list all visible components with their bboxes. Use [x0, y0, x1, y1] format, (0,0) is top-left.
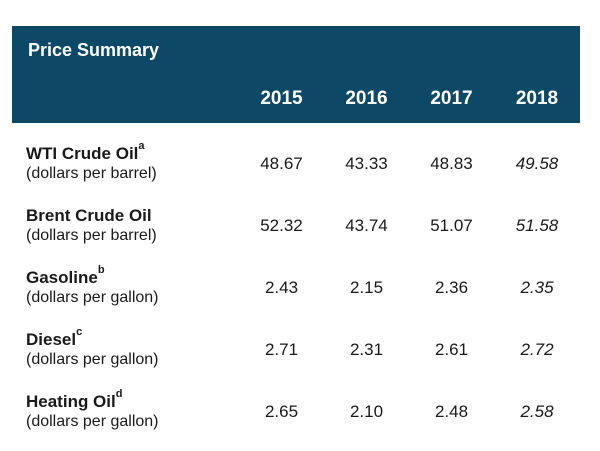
- table-body: WTI Crude Oila (dollars per barrel) 48.6…: [12, 123, 580, 443]
- forecast-value-cell: 2.58: [520, 402, 554, 421]
- row-unit: (dollars per gallon): [26, 351, 159, 368]
- value-cell: 2.36: [434, 278, 469, 297]
- row-name: Brent Crude Oil: [26, 206, 152, 225]
- value-cell: 52.32: [260, 216, 303, 235]
- row-unit: (dollars per gallon): [26, 413, 159, 430]
- forecast-value-cell: 51.58: [515, 216, 559, 235]
- row-label: Dieselc (dollars per gallon): [12, 326, 239, 370]
- value-cell: 43.74: [345, 216, 388, 235]
- row-name: Dieselc: [26, 326, 83, 349]
- value-cell: 2.65: [264, 402, 299, 421]
- value-cell: 43.33: [345, 154, 388, 173]
- table-title-bar: Price Summary: [12, 26, 580, 74]
- value-cell: 2.71: [264, 340, 299, 359]
- table-row-diesel: Dieselc (dollars per gallon) 2.71 2.31 2…: [12, 319, 580, 381]
- year-header-2016: 2016: [345, 88, 388, 109]
- table-title: Price Summary: [28, 39, 160, 60]
- table-row-heating-oil: Heating Oild (dollars per gallon) 2.65 2…: [12, 381, 580, 443]
- row-name: Gasolineb: [26, 264, 105, 287]
- value-cell: 48.67: [260, 154, 303, 173]
- year-header-row: 2015 2016 2017 2018: [12, 74, 580, 123]
- forecast-value-cell: 2.35: [520, 278, 554, 297]
- table-row-gasoline: Gasolineb (dollars per gallon) 2.43 2.15…: [12, 257, 580, 319]
- value-cell: 2.31: [349, 340, 384, 359]
- value-cell: 48.83: [430, 154, 473, 173]
- value-cell: 51.07: [430, 216, 473, 235]
- footnote-marker: c: [76, 326, 83, 339]
- value-cell: 2.15: [349, 278, 384, 297]
- table-row-brent: Brent Crude Oil (dollars per barrel) 52.…: [12, 195, 580, 257]
- row-label: Brent Crude Oil (dollars per barrel): [12, 206, 239, 246]
- value-cell: 2.43: [264, 278, 299, 297]
- value-cell: 2.48: [434, 402, 469, 421]
- row-name: Heating Oild: [26, 388, 123, 411]
- row-label: WTI Crude Oila (dollars per barrel): [12, 140, 239, 184]
- row-unit: (dollars per gallon): [26, 289, 159, 306]
- row-label: Gasolineb (dollars per gallon): [12, 264, 239, 308]
- year-header-2017: 2017: [430, 88, 473, 109]
- year-header-2015: 2015: [260, 88, 303, 109]
- year-header-2018: 2018: [515, 88, 559, 109]
- row-name: WTI Crude Oila: [26, 140, 145, 163]
- footnote-marker: b: [97, 264, 105, 277]
- footnote-marker: a: [138, 140, 145, 153]
- value-cell: 2.10: [349, 402, 384, 421]
- value-cell: 2.61: [434, 340, 469, 359]
- price-summary-table: Price Summary 2015 2016 2017 2018 WTI Cr…: [12, 26, 580, 443]
- forecast-value-cell: 2.72: [520, 340, 554, 359]
- table-row-wti: WTI Crude Oila (dollars per barrel) 48.6…: [12, 133, 580, 195]
- forecast-value-cell: 49.58: [515, 154, 559, 173]
- footnote-marker: d: [115, 388, 123, 401]
- row-label: Heating Oild (dollars per gallon): [12, 388, 239, 432]
- row-unit: (dollars per barrel): [26, 165, 157, 182]
- row-unit: (dollars per barrel): [26, 227, 157, 244]
